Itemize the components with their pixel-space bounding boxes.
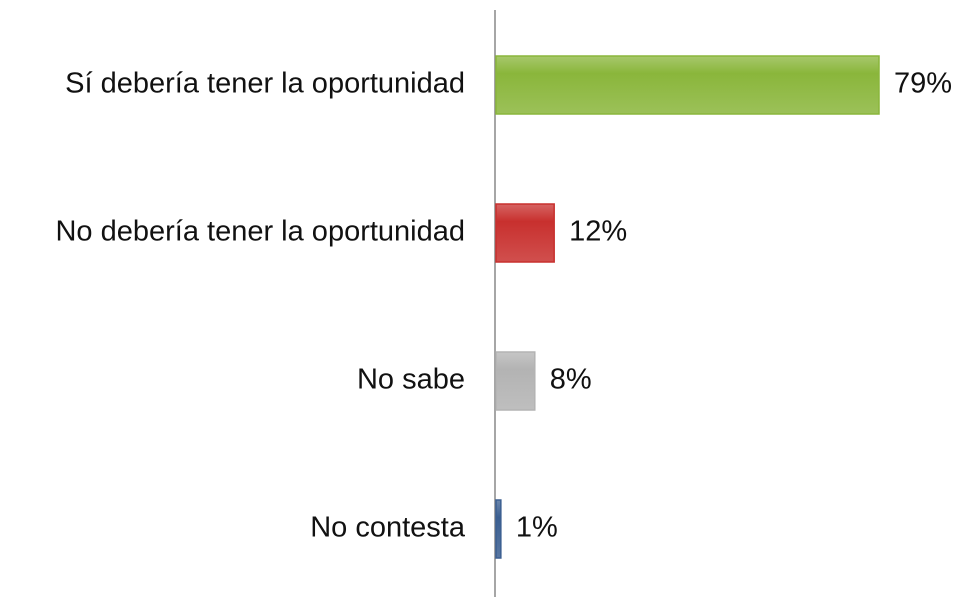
bar [495,351,536,411]
value-label: 8% [550,364,592,396]
category-label: No sabe [357,364,465,396]
value-label: 12% [569,216,627,248]
category-label: No debería tener la oportunidad [55,216,465,248]
category-label: Sí debería tener la oportunidad [65,68,465,100]
value-label: 1% [516,512,558,544]
value-label: 79% [894,68,952,100]
bar [495,203,555,263]
bar [495,499,502,559]
bar [495,55,880,115]
category-label: No contesta [310,512,466,544]
